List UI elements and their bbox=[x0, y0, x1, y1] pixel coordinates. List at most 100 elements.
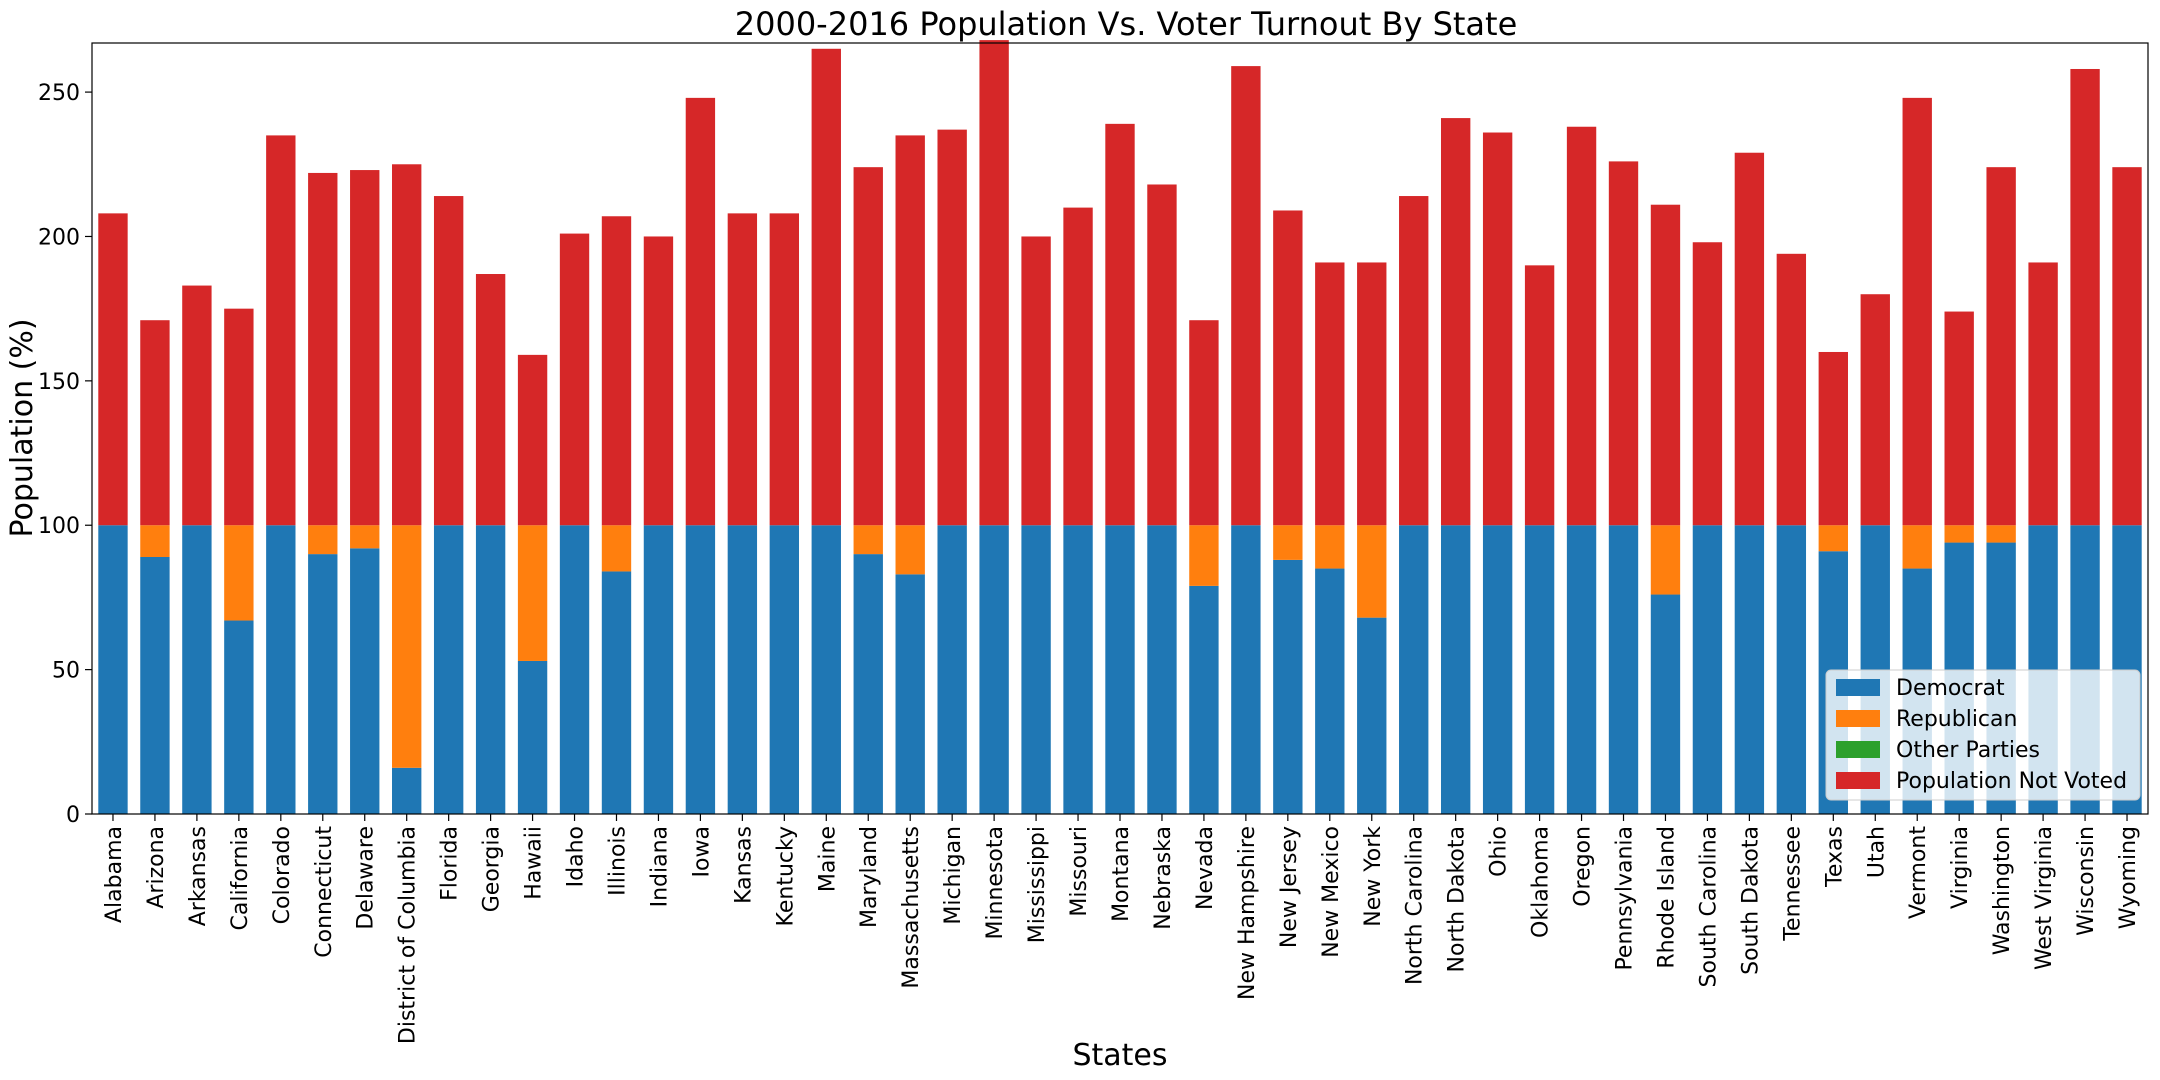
bar-illinois-democrat bbox=[601, 571, 632, 814]
x-tick-label-ohio: Ohio bbox=[1487, 826, 1512, 877]
bar-minnesota-population-not-voted bbox=[979, 40, 1009, 526]
y-tick-label-150: 150 bbox=[38, 370, 80, 395]
x-tick-label-georgia: Georgia bbox=[480, 826, 505, 912]
bar-arizona-population-not-voted bbox=[140, 320, 170, 526]
x-tick-label-california: California bbox=[228, 826, 253, 930]
bar-california-population-not-voted bbox=[224, 308, 254, 526]
bar-utah-population-not-voted bbox=[1860, 294, 1890, 526]
bar-new-jersey-population-not-voted bbox=[1273, 210, 1303, 526]
bar-rhode-island-democrat bbox=[1650, 594, 1681, 814]
bar-hawaii-republican bbox=[517, 525, 548, 661]
bar-michigan-democrat bbox=[937, 525, 967, 814]
x-tick-label-kansas: Kansas bbox=[731, 826, 756, 904]
bars-group bbox=[98, 40, 2142, 814]
y-tick-label-50: 50 bbox=[52, 659, 80, 684]
bar-pennsylvania-democrat bbox=[1608, 525, 1639, 814]
x-tick-label-washington: Washington bbox=[1990, 826, 2015, 955]
y-tick-label-250: 250 bbox=[38, 81, 80, 106]
x-tick-label-new-jersey: New Jersey bbox=[1277, 826, 1302, 948]
x-tick-label-indiana: Indiana bbox=[647, 826, 672, 907]
bar-north-dakota-population-not-voted bbox=[1440, 118, 1471, 526]
bar-maine-population-not-voted bbox=[811, 48, 841, 526]
x-tick-label-oklahoma: Oklahoma bbox=[1529, 826, 1554, 938]
bar-south-dakota-population-not-voted bbox=[1734, 152, 1765, 526]
x-tick-label-idaho: Idaho bbox=[564, 826, 589, 887]
bar-ohio-population-not-voted bbox=[1482, 132, 1513, 526]
x-axis: Alabama Arizona Arkansas California Colorado… bbox=[102, 814, 2141, 1044]
bar-georgia-democrat bbox=[475, 525, 506, 814]
bar-new-hampshire-population-not-voted bbox=[1231, 66, 1261, 526]
bar-indiana-population-not-voted bbox=[643, 236, 674, 526]
bar-nevada-republican bbox=[1189, 525, 1219, 586]
bar-colorado-democrat bbox=[266, 525, 296, 814]
x-tick-label-colorado: Colorado bbox=[270, 826, 295, 924]
bar-rhode-island-population-not-voted bbox=[1650, 204, 1681, 526]
bar-new-york-population-not-voted bbox=[1357, 262, 1387, 526]
plot-frame bbox=[91, 42, 2149, 815]
legend-swatch-population-not-voted bbox=[1836, 772, 1880, 789]
bar-iowa-democrat bbox=[685, 525, 716, 814]
bar-kansas-population-not-voted bbox=[727, 213, 758, 526]
x-tick-label-kentucky: Kentucky bbox=[773, 826, 798, 926]
bar-maryland-democrat bbox=[853, 554, 883, 814]
bar-west-virginia-population-not-voted bbox=[2028, 262, 2058, 526]
bar-mississippi-democrat bbox=[1021, 525, 1051, 814]
bar-montana-population-not-voted bbox=[1105, 123, 1135, 526]
x-tick-label-pennsylvania: Pennsylvania bbox=[1613, 826, 1638, 971]
y-tick-label-200: 200 bbox=[38, 225, 80, 250]
bar-missouri-population-not-voted bbox=[1063, 207, 1093, 526]
bar-maryland-population-not-voted bbox=[853, 167, 883, 526]
x-tick-label-wyoming: Wyoming bbox=[2116, 826, 2141, 929]
bar-idaho-democrat bbox=[559, 525, 590, 814]
y-axis-title: Population (%) bbox=[5, 318, 40, 537]
x-tick-label-mississippi: Mississippi bbox=[1025, 826, 1050, 943]
bar-hawaii-population-not-voted bbox=[517, 354, 548, 526]
x-tick-label-iowa: Iowa bbox=[689, 826, 714, 877]
bar-delaware-democrat bbox=[350, 548, 380, 814]
bar-delaware-population-not-voted bbox=[350, 170, 380, 526]
bar-south-carolina-democrat bbox=[1692, 525, 1723, 814]
bar-nevada-democrat bbox=[1189, 585, 1219, 814]
bar-alabama-population-not-voted bbox=[98, 213, 128, 526]
bar-south-dakota-democrat bbox=[1734, 525, 1765, 814]
legend-swatch-republican bbox=[1836, 710, 1880, 727]
bar-california-democrat bbox=[224, 620, 254, 814]
bar-wyoming-population-not-voted bbox=[2112, 167, 2142, 526]
x-tick-label-new-mexico: New Mexico bbox=[1319, 826, 1344, 958]
legend-swatch-other-parties bbox=[1836, 741, 1880, 758]
bar-washington-republican bbox=[1986, 525, 2016, 543]
y-tick-label-0: 0 bbox=[66, 803, 80, 828]
bar-mississippi-population-not-voted bbox=[1021, 236, 1051, 526]
bar-oregon-population-not-voted bbox=[1566, 126, 1597, 526]
x-tick-label-oregon: Oregon bbox=[1571, 826, 1596, 907]
bar-kansas-democrat bbox=[727, 525, 758, 814]
x-tick-label-wisconsin: Wisconsin bbox=[2074, 826, 2099, 936]
x-tick-label-alabama: Alabama bbox=[102, 826, 127, 923]
bar-district-of-columbia-population-not-voted bbox=[392, 164, 422, 526]
bar-district-of-columbia-democrat bbox=[392, 767, 422, 814]
bar-washington-population-not-voted bbox=[1986, 167, 2016, 526]
bar-idaho-population-not-voted bbox=[559, 233, 590, 526]
bar-georgia-population-not-voted bbox=[475, 274, 506, 526]
bar-rhode-island-republican bbox=[1650, 525, 1681, 595]
bar-virginia-population-not-voted bbox=[1944, 311, 1974, 526]
x-tick-label-vermont: Vermont bbox=[1906, 826, 1931, 919]
bar-north-dakota-democrat bbox=[1440, 525, 1471, 814]
x-tick-label-nevada: Nevada bbox=[1193, 826, 1218, 910]
x-tick-label-tennessee: Tennessee bbox=[1780, 826, 1805, 942]
x-tick-label-florida: Florida bbox=[438, 826, 463, 901]
x-tick-label-rhode-island: Rhode Island bbox=[1654, 826, 1679, 969]
bar-new-hampshire-democrat bbox=[1231, 525, 1261, 814]
x-tick-label-missouri: Missouri bbox=[1067, 826, 1092, 917]
bar-oklahoma-population-not-voted bbox=[1524, 265, 1555, 526]
x-tick-label-nebraska: Nebraska bbox=[1151, 826, 1176, 930]
bar-tennessee-democrat bbox=[1776, 525, 1807, 814]
bar-texas-republican bbox=[1818, 525, 1848, 552]
bar-delaware-republican bbox=[350, 525, 380, 549]
bar-vermont-republican bbox=[1902, 525, 1932, 569]
bar-nebraska-democrat bbox=[1147, 525, 1177, 814]
bar-arizona-republican bbox=[140, 525, 170, 557]
bar-connecticut-population-not-voted bbox=[308, 172, 338, 526]
legend-swatch-democrat bbox=[1836, 679, 1880, 696]
bar-new-york-democrat bbox=[1357, 617, 1387, 814]
